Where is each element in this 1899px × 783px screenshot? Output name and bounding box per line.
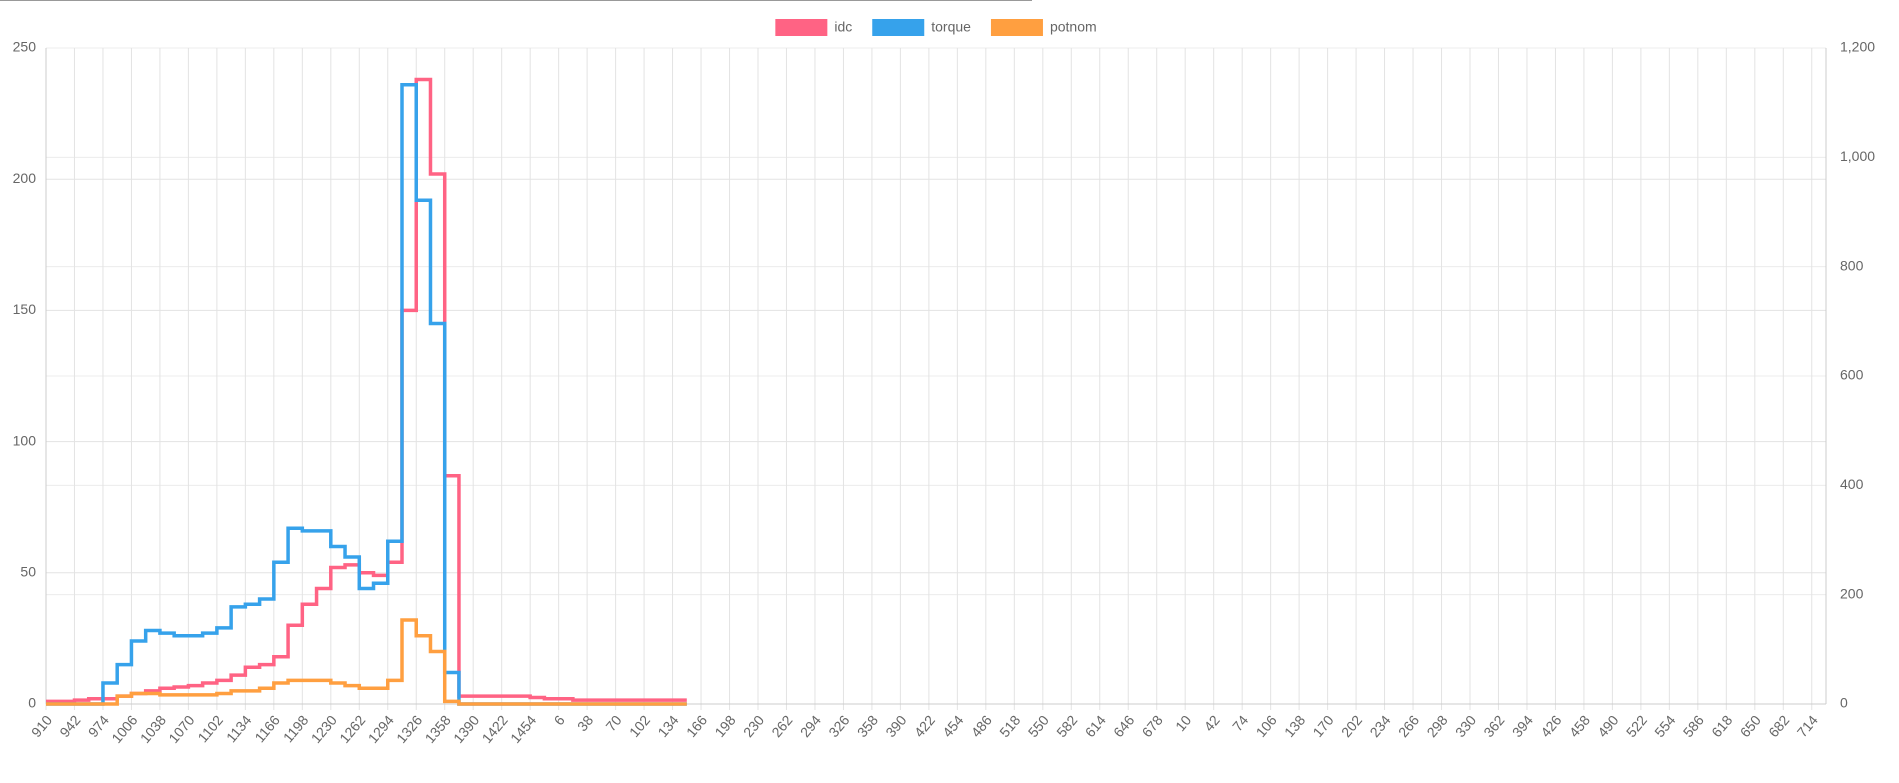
legend-swatch xyxy=(990,19,1043,36)
x-tick-label: 166 xyxy=(683,712,710,740)
x-tick-label: 262 xyxy=(768,712,795,740)
x-tick-label: 394 xyxy=(1509,712,1536,740)
y-tick-label: 0 xyxy=(28,695,36,711)
x-tick-label: 550 xyxy=(1025,712,1052,740)
x-tick-label: 266 xyxy=(1395,712,1422,740)
x-tick-label: 1006 xyxy=(108,712,140,746)
x-tick-label: 1198 xyxy=(280,712,312,746)
series-line xyxy=(46,618,687,706)
series-line xyxy=(46,77,687,704)
x-tick-label: 362 xyxy=(1480,712,1507,740)
x-tick-label: 198 xyxy=(711,712,738,740)
x-tick-label: 106 xyxy=(1253,712,1280,740)
y2-tick-label: 800 xyxy=(1840,257,1864,273)
x-tick-label: 1326 xyxy=(393,712,425,746)
x-tick-label: 1102 xyxy=(194,712,226,746)
legend-swatch xyxy=(775,19,828,36)
y2-tick-label: 1,000 xyxy=(1840,148,1875,164)
x-tick-label: 74 xyxy=(1229,712,1251,734)
y2-tick-label: 1,200 xyxy=(1840,39,1875,55)
x-tick-label: 618 xyxy=(1708,712,1735,740)
x-tick-label: 650 xyxy=(1737,712,1764,740)
x-tick-label: 6 xyxy=(551,712,568,728)
x-tick-label: 454 xyxy=(939,712,966,740)
x-tick-label: 1422 xyxy=(479,712,511,746)
x-tick-label: 70 xyxy=(602,712,624,734)
x-tick-label: 10 xyxy=(1172,712,1194,734)
series-line xyxy=(46,82,687,706)
x-tick-label: 390 xyxy=(882,712,909,740)
x-tick-label: 1230 xyxy=(308,712,340,746)
x-tick-label: 714 xyxy=(1794,712,1821,740)
x-tick-label: 486 xyxy=(968,712,995,740)
x-tick-label: 170 xyxy=(1309,712,1336,740)
legend: idc torque potnom xyxy=(775,19,1097,36)
x-tick-label: 678 xyxy=(1139,712,1166,740)
x-tick-label: 942 xyxy=(56,712,83,740)
y-tick-label: 250 xyxy=(13,39,37,55)
x-tick-label: 102 xyxy=(626,712,653,740)
y-tick-label: 50 xyxy=(20,564,36,580)
y2-tick-label: 0 xyxy=(1840,695,1848,711)
x-tick-label: 646 xyxy=(1110,712,1137,740)
y-tick-label: 200 xyxy=(13,170,37,186)
x-tick-label: 202 xyxy=(1338,712,1365,740)
y2-tick-label: 600 xyxy=(1840,367,1864,383)
x-tick-label: 586 xyxy=(1680,712,1707,740)
x-tick-label: 458 xyxy=(1566,712,1593,740)
x-tick-label: 1390 xyxy=(450,712,482,746)
x-tick-label: 1070 xyxy=(165,712,197,746)
x-tick-label: 134 xyxy=(654,712,681,740)
x-tick-label: 330 xyxy=(1452,712,1479,740)
legend-label: idc xyxy=(834,19,852,35)
x-tick-label: 298 xyxy=(1423,712,1450,740)
x-tick-label: 518 xyxy=(996,712,1023,740)
legend-label: potnom xyxy=(1050,19,1097,35)
x-tick-label: 358 xyxy=(854,712,881,740)
y-tick-label: 150 xyxy=(13,301,37,317)
x-tick-label: 294 xyxy=(797,712,824,740)
y2-tick-label: 400 xyxy=(1840,476,1864,492)
legend-swatch xyxy=(872,19,925,36)
x-tick-label: 1166 xyxy=(251,712,283,746)
x-tick-label: 230 xyxy=(740,712,767,740)
legend-label: torque xyxy=(931,19,971,35)
x-tick-label: 138 xyxy=(1281,712,1308,740)
x-tick-label: 1134 xyxy=(223,712,255,746)
x-tick-label: 1038 xyxy=(137,712,169,746)
y2-tick-label: 200 xyxy=(1840,585,1864,601)
x-tick-label: 1262 xyxy=(336,712,368,746)
x-tick-label: 490 xyxy=(1594,712,1621,740)
x-tick-label: 614 xyxy=(1082,712,1109,740)
x-tick-label: 582 xyxy=(1053,712,1080,740)
x-tick-label: 1294 xyxy=(365,712,397,746)
x-tick-label: 554 xyxy=(1651,712,1678,740)
x-tick-label: 682 xyxy=(1765,712,1792,740)
x-tick-label: 1358 xyxy=(422,712,454,746)
x-tick-label: 1454 xyxy=(507,712,539,746)
x-tick-label: 326 xyxy=(825,712,852,740)
y-tick-label: 100 xyxy=(13,432,37,448)
x-tick-label: 42 xyxy=(1201,712,1223,734)
x-tick-label: 522 xyxy=(1623,712,1650,740)
x-tick-label: 234 xyxy=(1366,712,1393,740)
x-tick-label: 38 xyxy=(574,712,596,734)
x-tick-label: 422 xyxy=(911,712,938,740)
x-tick-label: 910 xyxy=(28,712,55,740)
x-tick-label: 426 xyxy=(1537,712,1564,740)
